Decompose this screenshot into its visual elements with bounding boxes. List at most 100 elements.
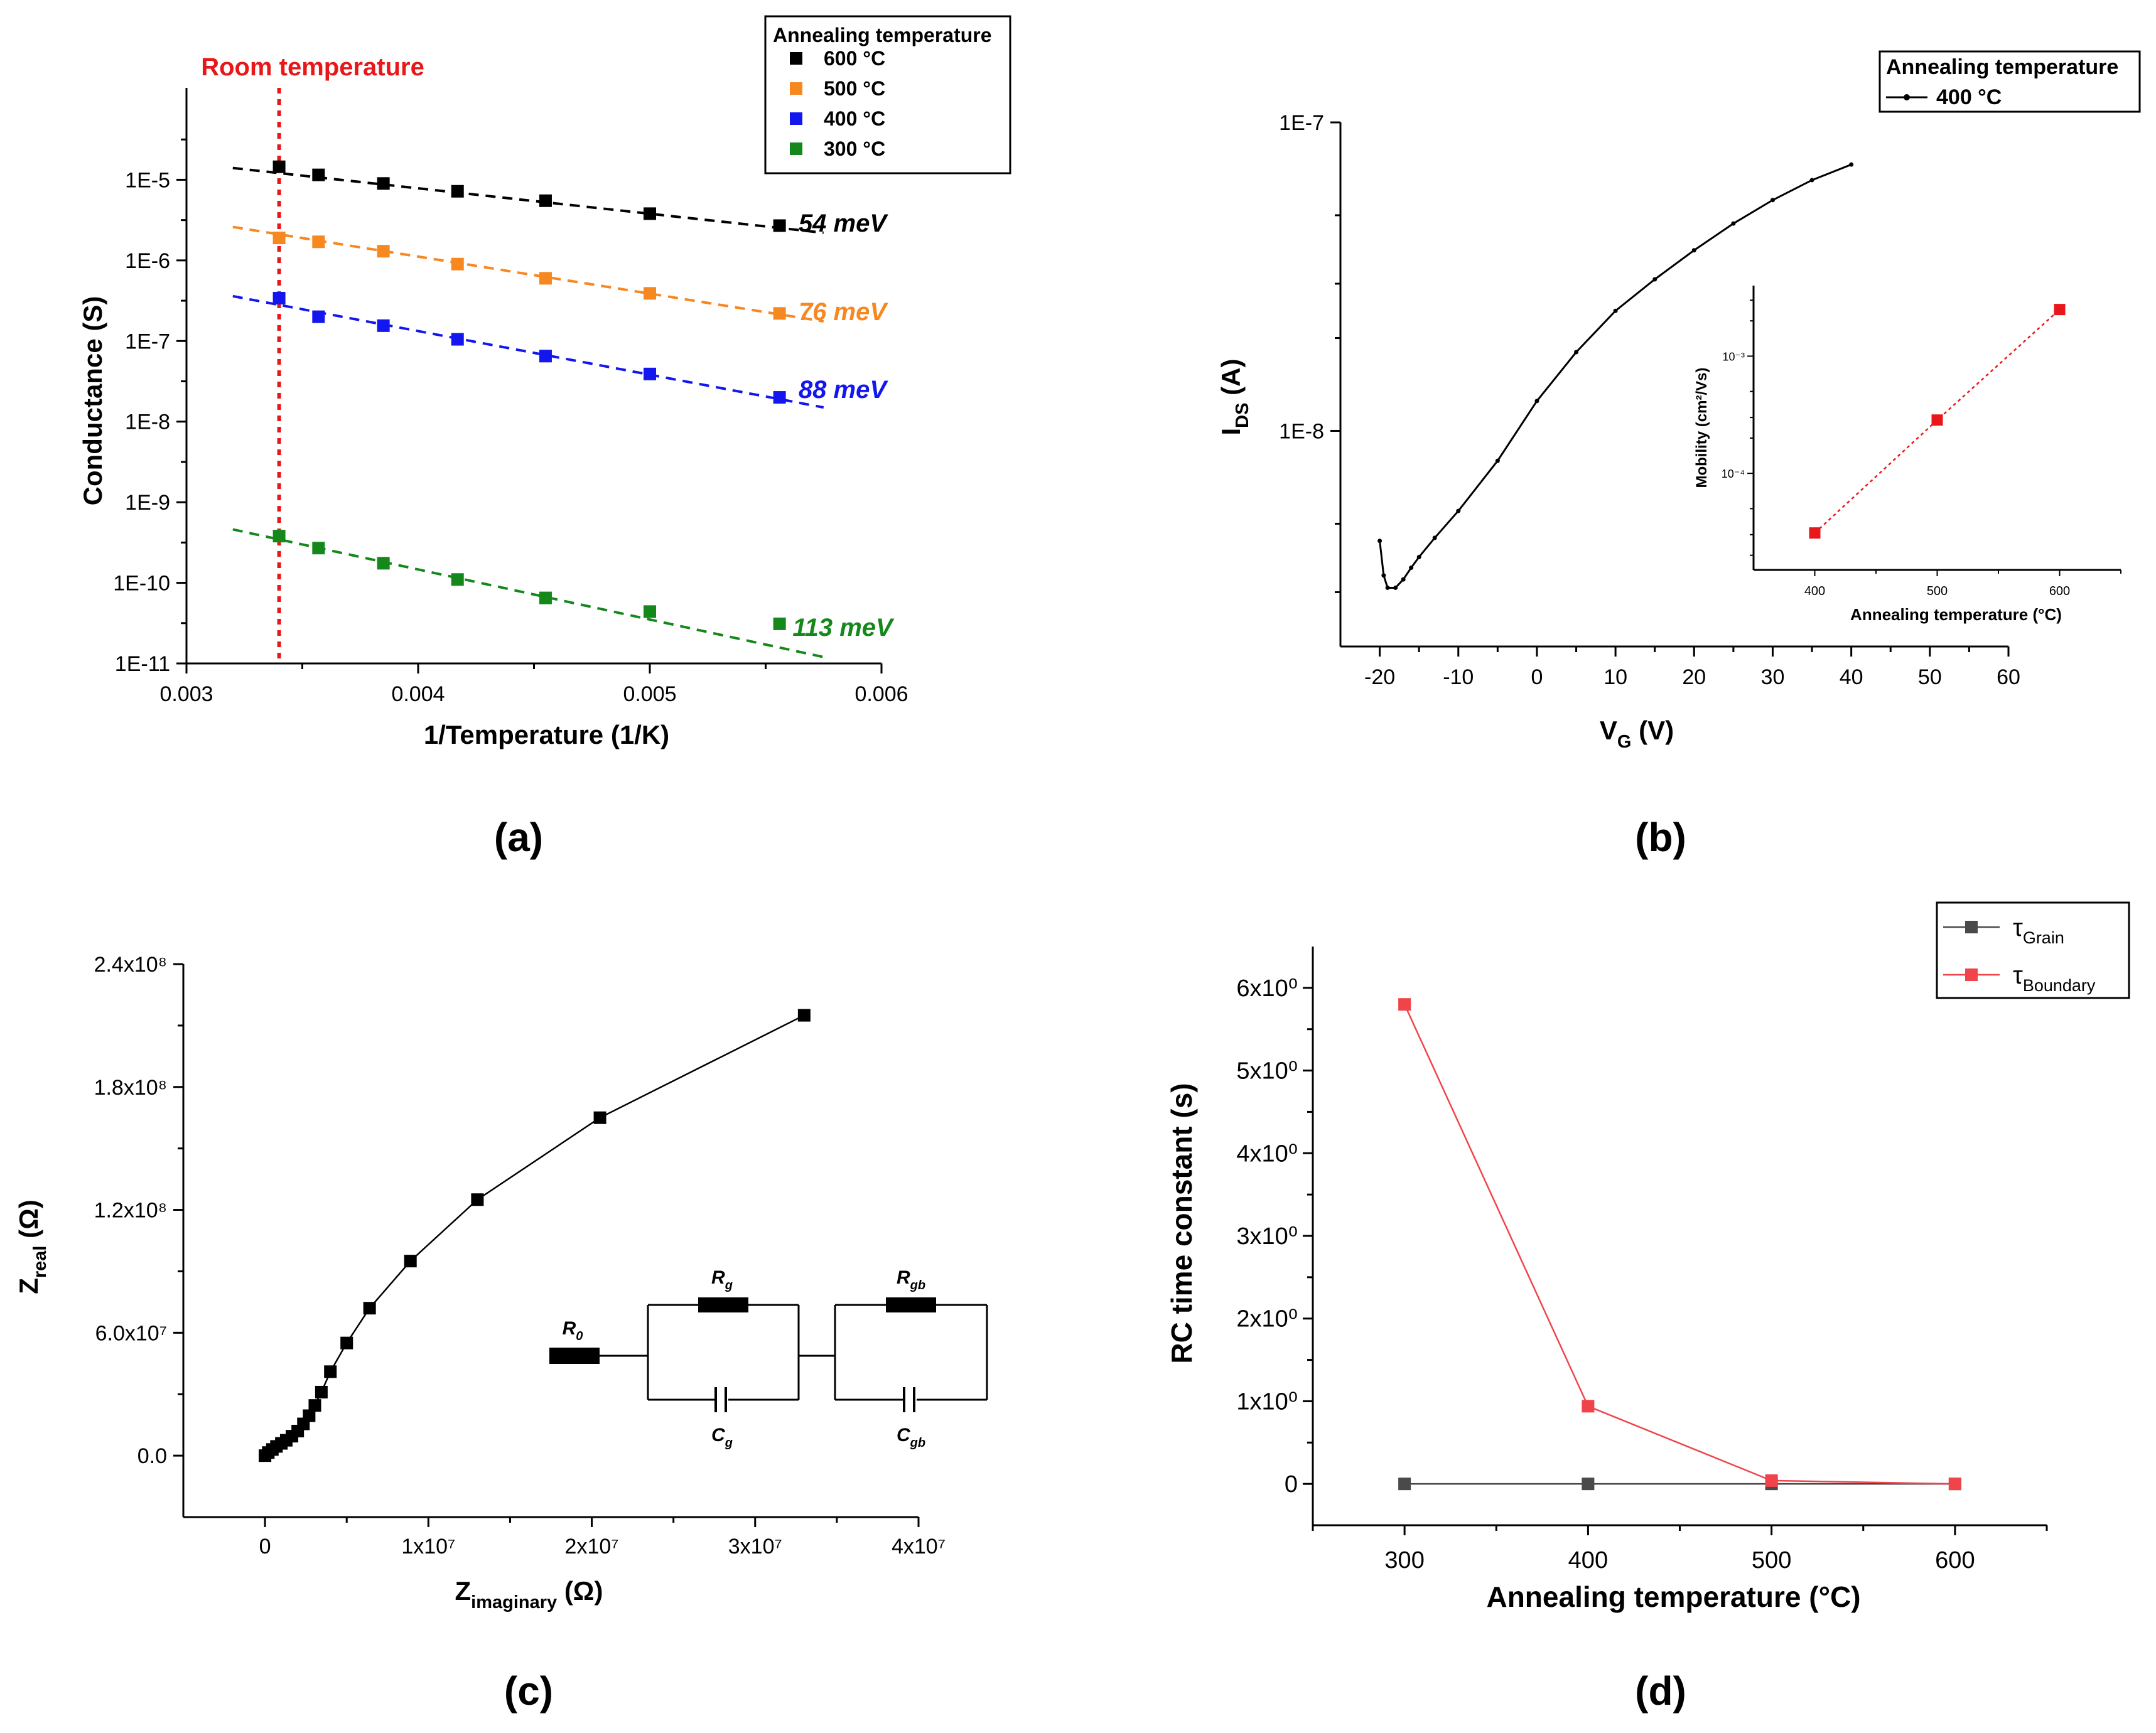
b-x-axis-title-sub: G	[1617, 732, 1632, 752]
panel-c-impedance-plot: 0 1x10⁷ 2x10⁷ 3x10⁷ 4x10⁷ 0.0 6.0x10⁷ 1.2x10⁸ 1.…	[14, 953, 988, 1714]
b-y-axis-title-sub: DS	[1232, 403, 1253, 428]
data-point-400C	[312, 310, 325, 323]
d-y-tick-label: 2x10⁰	[1236, 1306, 1298, 1333]
panel-label-d: (d)	[1635, 1668, 1686, 1714]
data-point-300C	[773, 617, 786, 630]
b-y-axis-title: IDS (A)	[1216, 359, 1253, 436]
b-x-tick-label: 0	[1531, 665, 1543, 689]
b-x-axis-title-unit: (V)	[1631, 716, 1674, 745]
b-x-tick-label: 30	[1761, 665, 1785, 689]
inset-x-tick-label: 500	[1927, 584, 1948, 598]
c-y-axis-title-unit: (Ω)	[14, 1199, 43, 1245]
c-y-tick-label: 0.0	[137, 1444, 167, 1468]
data-point-500C	[773, 307, 786, 320]
data-point-600C	[451, 185, 464, 198]
nyquist-line	[264, 1014, 805, 1457]
a-legend-marker	[790, 82, 802, 95]
transfer-curve-point	[1385, 585, 1390, 590]
label-cgb-sub: gb	[910, 1436, 925, 1450]
data-point-500C	[451, 257, 464, 271]
a-y-axis-title: Conductance (S)	[78, 296, 107, 506]
c-x-tick-label: 4x10⁷	[892, 1535, 946, 1559]
impedance-data-point	[303, 1409, 316, 1422]
a-legend-marker	[790, 52, 802, 65]
c-x-tick-label: 2x10⁷	[565, 1535, 619, 1559]
inset-x-tick-label: 400	[1804, 584, 1825, 598]
b-legend: Annealing temperature 400 °C	[1878, 50, 2141, 113]
d-y-axis-title: RC time constant (s)	[1165, 1083, 1198, 1363]
b-x-tick-label: -20	[1364, 665, 1395, 689]
c-x-axis-title-sub: imaginary	[471, 1592, 557, 1612]
transfer-curve-point	[1613, 308, 1618, 313]
label-r0-sub: 0	[576, 1329, 583, 1343]
d-y-tick-label: 3x10⁰	[1236, 1223, 1298, 1250]
transfer-curve-point	[1456, 508, 1461, 513]
a-legend-title: Annealing temperature	[773, 24, 992, 46]
b-y-tick-label: 1E-8	[1279, 419, 1324, 443]
transfer-curve-point	[1534, 399, 1539, 404]
a-legend-label: 600 °C	[824, 47, 885, 70]
d-x-tick-label: 300	[1384, 1547, 1424, 1574]
impedance-data-point	[315, 1385, 328, 1398]
impedance-data-point	[308, 1399, 321, 1412]
label-r0: R0	[563, 1318, 583, 1343]
label-rg-sub: g	[725, 1279, 733, 1292]
c-x-axis-title-unit: (Ω)	[557, 1576, 603, 1606]
panel-b-transfer-curve-plot: -20 -10 0 10 20 30 40 50 60 1E-8 1E-7 VG (V) IDS (A)…	[1216, 50, 2141, 860]
label-cg-sub: g	[725, 1436, 733, 1450]
data-point-400C	[539, 350, 552, 363]
c-x-axis-title-main: Z	[455, 1576, 472, 1606]
transfer-curve-point	[1495, 458, 1500, 463]
data-point-300C	[377, 557, 390, 570]
b-legend-label: 400 °C	[1936, 85, 2002, 109]
c-y-tick-label: 6.0x10⁷	[95, 1321, 167, 1345]
transfer-curve-point	[1377, 539, 1383, 544]
panel-label-c: (c)	[504, 1668, 553, 1714]
d-x-tick-label: 400	[1568, 1547, 1608, 1574]
d-legend-label-main: τ	[2013, 962, 2023, 989]
data-point-300C	[312, 542, 325, 555]
transfer-curve-point	[1409, 566, 1414, 571]
label-cgb: Cgb	[897, 1425, 925, 1450]
series-line-boundary	[1403, 1004, 1955, 1485]
c-x-tick-label: 3x10⁷	[728, 1535, 782, 1559]
d-y-tick-label: 1x10⁰	[1236, 1388, 1298, 1415]
transfer-curve-line	[1379, 163, 1852, 589]
a-legend-label: 500 °C	[824, 77, 885, 100]
resistor-r0	[549, 1348, 600, 1364]
data-point-600C	[377, 177, 390, 190]
a-x-tick-label: 0.003	[159, 682, 213, 706]
a-legend-box	[764, 15, 1011, 174]
c-x-tick-label: 0	[259, 1535, 271, 1559]
b-y-axis-title-main: I	[1216, 428, 1246, 436]
label-rgb: Rgb	[897, 1267, 925, 1292]
inset-y-tick-label: 10⁻⁴	[1722, 468, 1745, 480]
fit-line-600C	[232, 166, 824, 234]
b-legend-marker	[1904, 94, 1910, 100]
transfer-curve-point	[1691, 248, 1696, 253]
mobility-data-point	[1809, 527, 1821, 539]
c-x-axis-title: Zimaginary (Ω)	[455, 1576, 603, 1612]
b-x-axis-title-main: V	[1600, 716, 1617, 745]
b-x-tick-label: 40	[1840, 665, 1863, 689]
d-legend-label: τGrain	[2013, 914, 2064, 947]
mobility-line	[1814, 309, 2061, 534]
data-point-600C	[312, 168, 325, 181]
data-point-500C	[272, 232, 286, 245]
b-x-tick-label: 50	[1918, 665, 1942, 689]
d-y-tick-label: 4x10⁰	[1236, 1140, 1298, 1167]
impedance-data-point	[363, 1302, 376, 1315]
impedance-data-point	[324, 1365, 337, 1378]
data-point-300C	[272, 530, 286, 543]
b-x-tick-label: 20	[1682, 665, 1706, 689]
impedance-data-point	[471, 1193, 484, 1206]
data-point-400C	[451, 333, 464, 346]
b-x-axis-title: VG (V)	[1600, 716, 1674, 752]
data-point-600C	[272, 160, 286, 173]
fit-line-400C	[232, 294, 824, 409]
a-y-tick-label: 1E-5	[125, 168, 170, 192]
a-y-tick-label: 1E-11	[115, 652, 170, 676]
d-legend-label-sub: Grain	[2023, 928, 2064, 947]
transfer-curve-point	[1652, 277, 1657, 282]
